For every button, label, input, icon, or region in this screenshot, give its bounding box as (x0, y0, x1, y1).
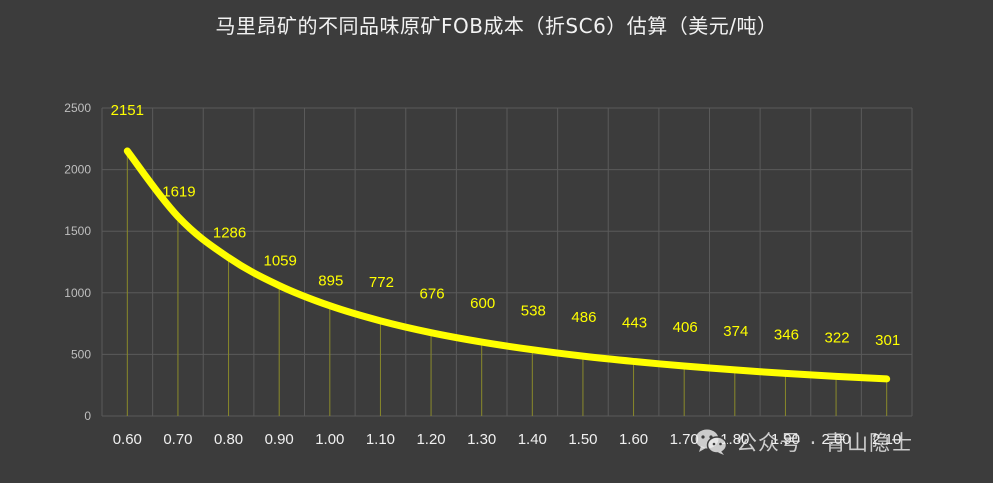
wechat-icon (695, 429, 728, 455)
chart-title: 马里昂矿的不同品味原矿FOB成本（折SC6）估算（美元/吨） (215, 14, 778, 38)
data-label: 346 (774, 326, 799, 343)
x-tick-label: 1.50 (568, 431, 597, 448)
data-point (124, 148, 130, 154)
data-point (428, 330, 434, 336)
x-tick-label: 1.10 (366, 431, 395, 448)
x-tick-label: 0.90 (265, 431, 294, 448)
data-label: 443 (622, 314, 647, 331)
x-tick-label: 1.90 (771, 431, 800, 448)
data-label: 895 (318, 273, 343, 290)
data-point (276, 283, 282, 289)
data-label: 1286 (213, 225, 246, 242)
data-point (782, 370, 788, 376)
data-label: 676 (420, 286, 445, 303)
watermark: 公众号 · 青山隐士 (694, 424, 913, 460)
data-label: 301 (875, 332, 900, 349)
data-label: 1619 (162, 184, 195, 201)
data-point (580, 353, 586, 359)
x-tick-label: 0.80 (214, 431, 243, 448)
watermark-text: 公众号 · 青山隐士 (736, 431, 914, 455)
data-point (226, 255, 232, 261)
x-tick-label: 1.20 (416, 431, 445, 448)
data-label: 406 (673, 319, 698, 336)
data-label: 1059 (264, 253, 297, 270)
data-point (175, 214, 181, 220)
data-label: 486 (571, 309, 596, 326)
data-label: 322 (825, 329, 850, 346)
x-tick-label: 1.80 (720, 431, 749, 448)
x-tick-label: 1.30 (467, 431, 496, 448)
data-label: 374 (723, 323, 748, 340)
data-label: 772 (369, 274, 394, 291)
x-tick-label: 1.70 (670, 431, 699, 448)
data-point (631, 358, 637, 364)
x-tick-label: 1.40 (518, 431, 547, 448)
x-tick-label: 2.00 (821, 431, 850, 448)
y-tick-label: 2500 (64, 101, 91, 115)
data-point (479, 339, 485, 345)
y-tick-label: 0 (84, 409, 91, 423)
y-tick-label: 1000 (64, 286, 91, 300)
x-tick-label: 0.60 (113, 431, 142, 448)
y-tick-label: 500 (71, 347, 91, 361)
x-tick-label: 0.70 (163, 431, 192, 448)
data-point (833, 373, 839, 379)
x-tick-label: 1.00 (315, 431, 344, 448)
data-point (681, 363, 687, 369)
data-point (377, 318, 383, 324)
data-point (529, 347, 535, 353)
x-tick-label: 2.10 (872, 431, 901, 448)
data-label: 2151 (111, 102, 144, 119)
data-point (732, 367, 738, 373)
data-label: 538 (521, 303, 546, 320)
y-tick-label: 2000 (64, 163, 91, 177)
data-label: 600 (470, 295, 495, 312)
x-tick-label: 1.60 (619, 431, 648, 448)
data-point (884, 376, 890, 382)
y-tick-label: 1500 (64, 224, 91, 238)
data-point (327, 303, 333, 309)
series-line (123, 147, 891, 383)
